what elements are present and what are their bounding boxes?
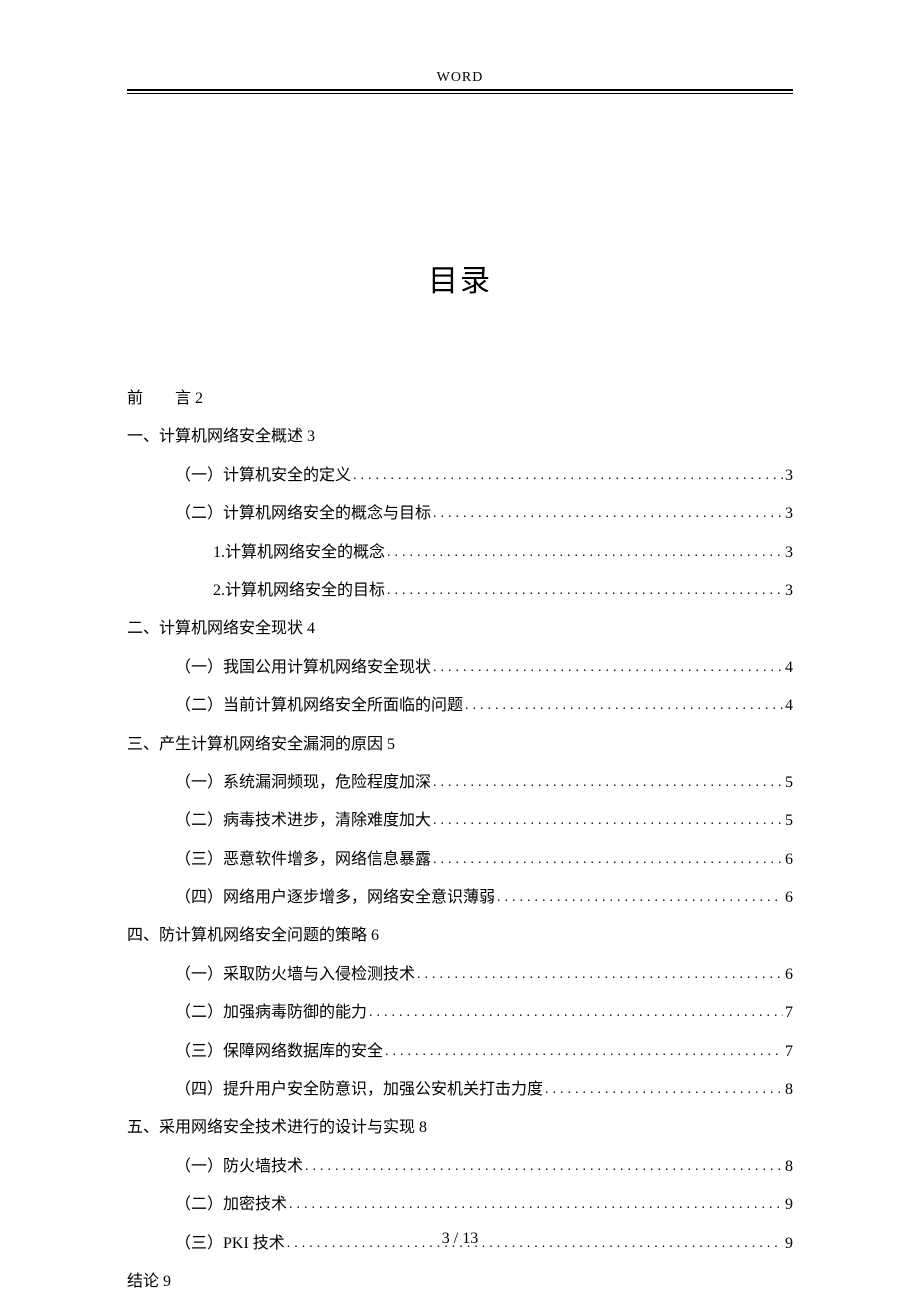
toc-entry-page: 6 [785,879,793,917]
toc-leader-dots: ........................................… [387,574,783,608]
toc-leader-dots: ........................................… [387,536,783,570]
toc-entry-text: 三、产生计算机网络安全漏洞的原因 5 [127,726,395,764]
document-page: WORD 目录 前 言 2一、计算机网络安全概述 3（一）计算机安全的定义...… [0,0,920,1302]
toc-entry-text: （二）加密技术 [175,1186,287,1224]
toc-entry-text: （一）采取防火墙与入侵检测技术 [175,956,415,994]
toc-entry-page: 6 [785,841,793,879]
toc-entry: 1.计算机网络安全的概念............................… [213,534,793,572]
toc-entry: 二、计算机网络安全现状 4 [127,610,793,648]
toc-entry-text: （一）我国公用计算机网络安全现状 [175,649,431,687]
page-header: WORD [127,70,793,91]
toc-entry: （二）计算机网络安全的概念与目标........................… [175,495,793,533]
toc-entry: （二）加强病毒防御的能力............................… [175,994,793,1032]
toc-entry-text: （四）网络用户逐步增多，网络安全意识薄弱 [175,879,495,917]
toc-entry-page: 5 [785,802,793,840]
toc-entry: 结论 9 [127,1263,793,1301]
toc-entry-page: 4 [785,649,793,687]
toc-entry-page: 6 [785,956,793,994]
toc-entry-text: （二）当前计算机网络安全所面临的问题 [175,687,463,725]
toc-leader-dots: ........................................… [465,689,783,723]
toc-entry: 五、采用网络安全技术进行的设计与实现 8 [127,1109,793,1147]
toc-entry-text: 2.计算机网络安全的目标 [213,572,385,610]
toc-entry: （一）计算机安全的定义.............................… [175,457,793,495]
page-separator: / [450,1230,462,1247]
page-footer: 3 / 13 [0,1230,920,1248]
toc-entry-page: 3 [785,534,793,572]
toc-entry: （三）保障网络数据库的安全...........................… [175,1033,793,1071]
toc-entry: （一）我国公用计算机网络安全现状........................… [175,649,793,687]
toc-entry-text: （四）提升用户安全防意识，加强公安机关打击力度 [175,1071,543,1109]
toc-entry-text: （三）保障网络数据库的安全 [175,1033,383,1071]
toc-entry: （四）网络用户逐步增多，网络安全意识薄弱....................… [175,879,793,917]
toc-leader-dots: ........................................… [417,958,783,992]
toc-entry-text: （二）加强病毒防御的能力 [175,994,367,1032]
toc-leader-dots: ........................................… [353,459,783,493]
toc-title: 目录 [127,256,793,300]
toc-entry-page: 5 [785,764,793,802]
toc-leader-dots: ........................................… [497,881,783,915]
toc-entry-page: 7 [785,1033,793,1071]
toc-leader-dots: ........................................… [385,1035,783,1069]
toc-entry: （二）当前计算机网络安全所面临的问题......................… [175,687,793,725]
toc-entry-page: 8 [785,1148,793,1186]
toc-entry-text: 前 言 2 [127,380,203,418]
toc-entry-text: 二、计算机网络安全现状 4 [127,610,315,648]
toc-entry-text: 五、采用网络安全技术进行的设计与实现 8 [127,1109,427,1147]
toc-entry-text: （一）系统漏洞频现，危险程度加深 [175,764,431,802]
toc-entry: （二）加密技术.................................… [175,1186,793,1224]
toc-leader-dots: ........................................… [369,996,783,1030]
toc-entry-text: （一）防火墙技术 [175,1148,303,1186]
current-page-number: 3 [442,1230,450,1247]
toc-entry-text: 四、防计算机网络安全问题的策略 6 [127,917,379,955]
toc-leader-dots: ........................................… [433,651,783,685]
toc-entry: （二）病毒技术进步，清除难度加大........................… [175,802,793,840]
toc-entry-text: （一）计算机安全的定义 [175,457,351,495]
table-of-contents: 前 言 2一、计算机网络安全概述 3（一）计算机安全的定义...........… [127,380,793,1301]
toc-entry-text: 1.计算机网络安全的概念 [213,534,385,572]
toc-leader-dots: ........................................… [545,1073,783,1107]
toc-entry-page: 7 [785,994,793,1032]
toc-leader-dots: ........................................… [433,804,783,838]
toc-entry: （一）系统漏洞频现，危险程度加深........................… [175,764,793,802]
toc-leader-dots: ........................................… [433,497,783,531]
toc-entry-text: （三）恶意软件增多，网络信息暴露 [175,841,431,879]
toc-entry-page: 8 [785,1071,793,1109]
toc-entry: （三）恶意软件增多，网络信息暴露........................… [175,841,793,879]
toc-entry: （一）采取防火墙与入侵检测技术.........................… [175,956,793,994]
toc-entry-text: 结论 9 [127,1263,171,1301]
toc-entry-text: 一、计算机网络安全概述 3 [127,418,315,456]
toc-entry-text: （二）计算机网络安全的概念与目标 [175,495,431,533]
toc-entry-page: 3 [785,495,793,533]
toc-entry-page: 3 [785,457,793,495]
header-text: WORD [437,70,484,85]
toc-entry-page: 3 [785,572,793,610]
toc-entry: 2.计算机网络安全的目标............................… [213,572,793,610]
toc-entry: （四）提升用户安全防意识，加强公安机关打击力度.................… [175,1071,793,1109]
toc-entry-page: 9 [785,1186,793,1224]
toc-entry: 前 言 2 [127,380,793,418]
toc-entry: （一）防火墙技术................................… [175,1148,793,1186]
toc-leader-dots: ........................................… [433,843,783,877]
toc-leader-dots: ........................................… [433,766,783,800]
toc-leader-dots: ........................................… [289,1188,783,1222]
toc-entry-page: 4 [785,687,793,725]
toc-entry-text: （二）病毒技术进步，清除难度加大 [175,802,431,840]
toc-entry: 四、防计算机网络安全问题的策略 6 [127,917,793,955]
toc-leader-dots: ........................................… [305,1150,783,1184]
toc-entry: 三、产生计算机网络安全漏洞的原因 5 [127,726,793,764]
toc-entry: 一、计算机网络安全概述 3 [127,418,793,456]
total-pages: 13 [462,1230,478,1247]
